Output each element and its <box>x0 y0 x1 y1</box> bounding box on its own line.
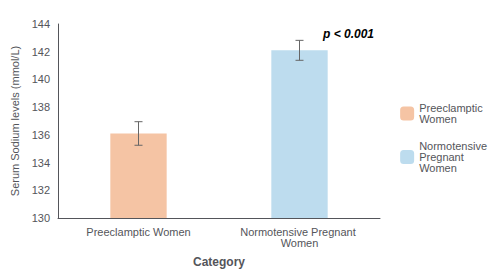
svg-text:136: 136 <box>32 129 50 141</box>
svg-text:Normotensive: Normotensive <box>419 140 487 152</box>
svg-text:Pregnant: Pregnant <box>419 151 464 163</box>
svg-text:140: 140 <box>32 73 50 85</box>
svg-text:Preeclamptic Women: Preeclamptic Women <box>86 226 190 238</box>
svg-text:p < 0.001: p < 0.001 <box>322 27 374 41</box>
svg-text:142: 142 <box>32 46 50 58</box>
svg-text:Serum Sodium levels (mmol/L): Serum Sodium levels (mmol/L) <box>9 46 21 196</box>
svg-text:138: 138 <box>32 101 50 113</box>
svg-text:Normotensive Pregnant: Normotensive Pregnant <box>240 225 359 238</box>
svg-text:144: 144 <box>32 18 50 30</box>
svg-text:Category: Category <box>193 255 245 269</box>
svg-text:132: 132 <box>32 184 50 196</box>
svg-text:Preeclamptic: Preeclamptic <box>419 102 483 114</box>
svg-text:134: 134 <box>32 157 50 169</box>
svg-text:130: 130 <box>32 212 50 224</box>
svg-text:Women: Women <box>419 162 457 174</box>
svg-text:Women: Women <box>419 113 457 125</box>
svg-text:Women: Women <box>281 237 319 249</box>
